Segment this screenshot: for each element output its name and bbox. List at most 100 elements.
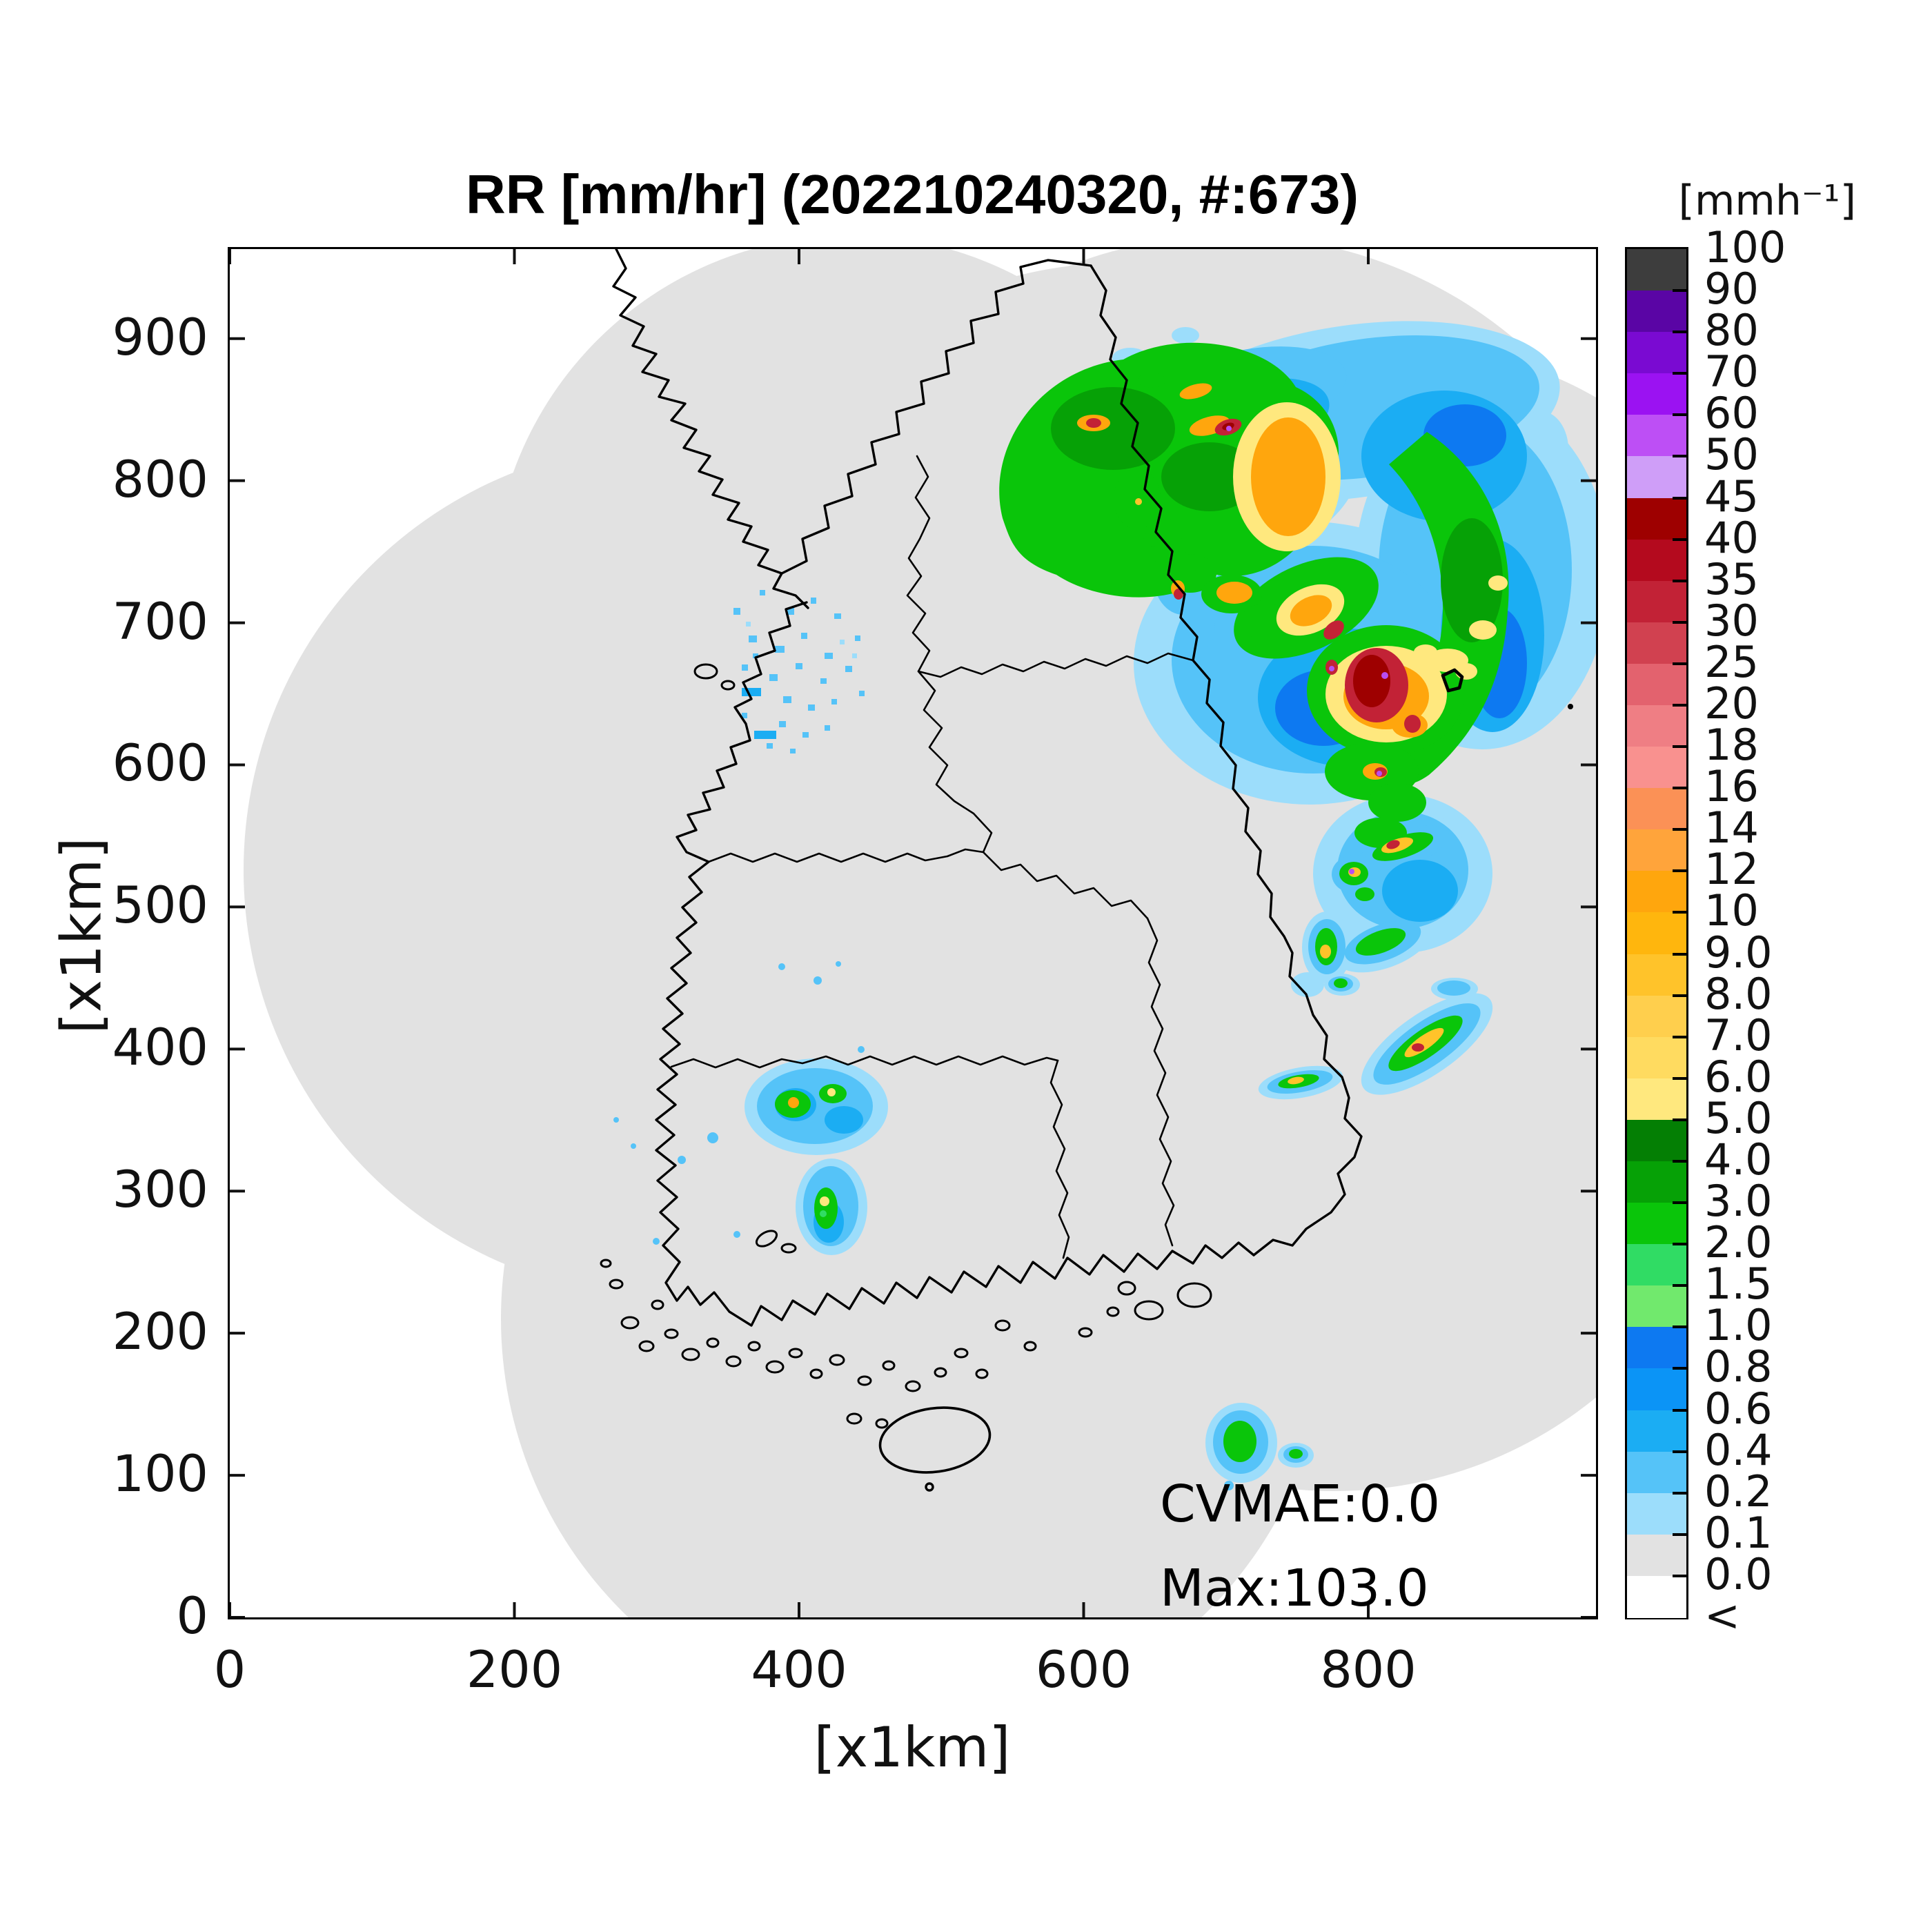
colorbar-tick-mark [1673,579,1686,582]
colorbar-tick-label: 10 [1704,885,1759,936]
colorbar-tick-label: 8.0 [1704,968,1773,1019]
colorbar-tick-mark [1673,455,1686,458]
axis-tick-marks [230,249,1596,1617]
colorbar-block [1627,1161,1686,1203]
colorbar-block [1627,1285,1686,1328]
islands [600,663,1212,1429]
colorbar-block [1627,1534,1686,1577]
drizzle-speckles [733,590,865,753]
colorbar-tick-label: 80 [1704,305,1759,356]
colorbar-tick-label: 35 [1704,553,1759,604]
colorbar-block [1627,373,1686,415]
colorbar-tick-label: 0.1 [1704,1507,1773,1558]
east-coast [1090,264,1363,1256]
x-tick-label: 600 [1035,1641,1132,1699]
colorbar-tick-mark [1673,662,1686,665]
colorbar-tick-mark [1673,1243,1686,1246]
colorbar-tick-label: 30 [1704,595,1759,646]
colorbar-block [1627,415,1686,457]
colorbar-block [1627,1036,1686,1079]
dmz-border [780,259,1092,575]
plot-area: CVMAE:0.0 Max:103.0 [228,247,1598,1619]
colorbar-tick-mark [1673,1450,1686,1453]
y-tick-label: 200 [112,1303,208,1362]
colorbar-tick-mark [1673,1076,1686,1080]
colorbar-block [1627,456,1686,499]
colorbar-block [1627,747,1686,789]
colorbar-tick-mark [1673,828,1686,831]
colorbar-block [1627,1244,1686,1286]
y-tick-label: 500 [112,876,208,936]
colorbar-tick-label: 50 [1704,429,1759,480]
ulleungdo-contour [1441,668,1464,693]
south-west-coast [655,601,1255,1327]
colorbar-tick-mark [1673,1118,1686,1121]
colorbar-block [1627,663,1686,706]
coastline [600,249,1573,1492]
colorbar-tick-label: 5.0 [1704,1092,1773,1143]
colorbar-tick-mark [1673,538,1686,541]
colorbar-tick-mark [1673,745,1686,749]
colorbar-block [1627,1203,1686,1245]
colorbar-tick-label: 6.0 [1704,1051,1773,1102]
colorbar-block [1627,290,1686,333]
y-tick-label: 800 [112,450,208,509]
colorbar-tick-label: 25 [1704,636,1759,687]
colorbar-tick-mark [1673,289,1686,293]
colorbar-tick-label: 1.5 [1704,1259,1773,1310]
colorbar-tick-label: 100 [1704,222,1786,273]
colorbar-tick-mark [1673,1408,1686,1412]
colorbar-tick-mark [1673,704,1686,707]
colorbar-block [1627,995,1686,1038]
colorbar-tick-label: 45 [1704,471,1759,522]
colorbar-tick-mark [1673,496,1686,500]
colorbar-block [1627,1078,1686,1121]
colorbar-block [1627,705,1686,747]
colorbar-tick-mark [1673,620,1686,624]
y-axis-label: [x1km] [49,837,114,1034]
colorbar-tick-mark [1673,331,1686,334]
y-tick-label: 900 [112,308,208,367]
colorbar-tick-label: 1.0 [1704,1300,1773,1351]
colorbar [1625,247,1688,1619]
colorbar-tick-mark [1673,1325,1686,1329]
colorbar-tick-label: 40 [1704,512,1759,563]
colorbar-block [1627,622,1686,664]
colorbar-block [1627,1492,1686,1535]
colorbar-block [1627,1119,1686,1162]
precip-echoes [613,321,1596,1490]
colorbar-block [1627,1451,1686,1494]
y-tick-label: 100 [112,1445,208,1504]
province-borders [670,455,1194,1259]
colorbar-block [1627,1327,1686,1370]
x-tick-label: 800 [1320,1641,1417,1699]
page-title: RR [mm/hr] (202210240320, #:673) [465,164,1359,225]
colorbar-tick-mark [1673,911,1686,914]
colorbar-block [1627,912,1686,955]
y-tick-label: 400 [112,1018,208,1078]
colorbar-tick-label: 3.0 [1704,1176,1773,1227]
colorbar-tick-label: 4.0 [1704,1134,1773,1185]
y-tick-label: 600 [112,734,208,793]
colorbar-unit-label: [mmh⁻¹] [1678,177,1856,225]
x-tick-label: 0 [213,1641,246,1699]
colorbar-block [1627,1410,1686,1452]
x-tick-label: 400 [751,1641,847,1699]
y-tick-label: 0 [176,1587,208,1646]
colorbar-block [1627,788,1686,830]
colorbar-tick-label: 70 [1704,346,1759,397]
colorbar-block [1627,249,1686,291]
colorbar-block [1627,332,1686,374]
small-island-south-of-jeju [925,1482,934,1492]
colorbar-tick-mark [1673,994,1686,997]
colorbar-tick-mark [1673,1574,1686,1577]
colorbar-tick-label: < [1704,1590,1740,1641]
colorbar-tick-label: 0.0 [1704,1548,1773,1599]
colorbar-tick-label: 2.0 [1704,1217,1773,1268]
colorbar-tick-label: 9.0 [1704,927,1773,978]
y-tick-label: 300 [112,1161,208,1220]
colorbar-block [1627,954,1686,996]
colorbar-tick-mark [1673,1160,1686,1163]
jeju-island [878,1406,992,1474]
